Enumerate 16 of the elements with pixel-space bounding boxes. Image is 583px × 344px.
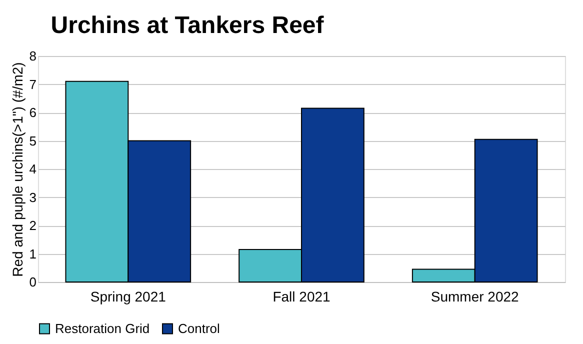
chart-title: Urchins at Tankers Reef bbox=[50, 12, 325, 39]
x-tick-label: Spring 2021 bbox=[90, 288, 166, 304]
y-tick-label: 7 bbox=[29, 76, 36, 92]
y-tick-label: 4 bbox=[29, 162, 36, 176]
x-tick-label: Summer 2022 bbox=[430, 288, 520, 304]
legend-label: Control bbox=[178, 320, 220, 336]
x-tick-label: Fall 2021 bbox=[272, 288, 331, 304]
y-tick-label: 1 bbox=[29, 246, 36, 262]
y-tick-label: 3 bbox=[29, 190, 36, 205]
y-tick-label: 2 bbox=[29, 218, 36, 233]
y-axis-title: Red and puple urchins(>1") (#/m2) bbox=[9, 62, 26, 277]
y-tick-label: 0 bbox=[29, 274, 36, 290]
y-tick-label: 5 bbox=[29, 133, 36, 148]
y-tick-label: 8 bbox=[29, 48, 36, 64]
legend-label: Restoration Grid bbox=[55, 320, 150, 336]
y-tick-label: 6 bbox=[29, 105, 36, 120]
